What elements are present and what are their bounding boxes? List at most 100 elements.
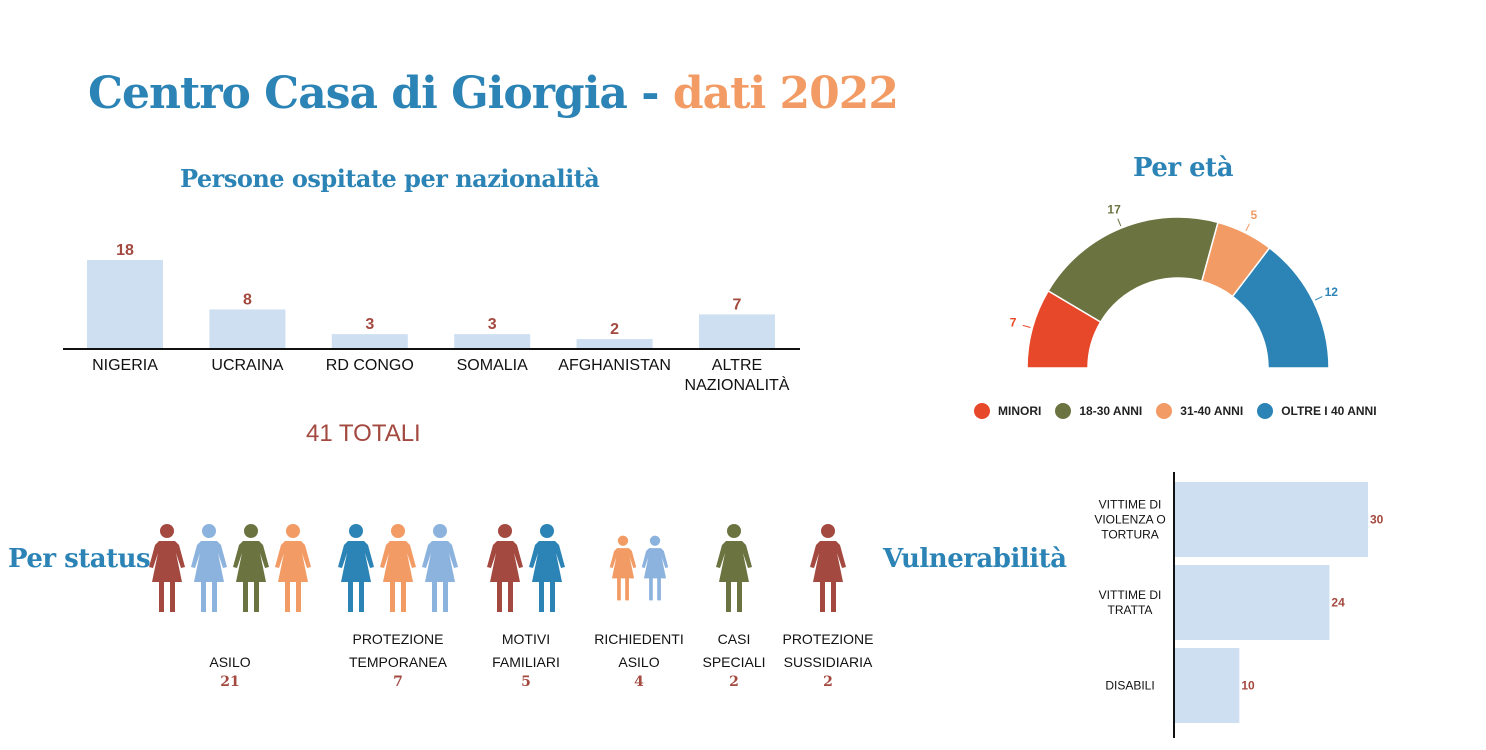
- person-icon: [275, 524, 311, 612]
- title-year: dati 2022: [672, 68, 899, 119]
- age-chart-title: Per età: [1133, 153, 1234, 183]
- person-icon: [233, 524, 269, 612]
- legend-swatch: [1257, 403, 1274, 419]
- bar-1: [209, 309, 286, 349]
- bar-value-label: 2: [610, 321, 619, 338]
- status-count: 7: [393, 674, 403, 690]
- legend-label: OLTRE I 40 ANNI: [1281, 404, 1377, 418]
- person-icon: [641, 535, 669, 601]
- vuln-value-label: 30: [1370, 513, 1384, 527]
- person-icon: [191, 524, 227, 612]
- person-icon: [380, 524, 416, 612]
- age-donut-chart: 7 17 5 12: [1010, 202, 1339, 369]
- legend-item: OLTRE I 40 ANNI: [1257, 403, 1377, 419]
- status-group: ASILO 21: [130, 522, 330, 690]
- status-group: RICHIEDENTI ASILO 4: [579, 522, 699, 690]
- legend-swatch: [974, 403, 990, 419]
- legend-label: MINORI: [998, 404, 1042, 418]
- person-icon: [810, 524, 846, 612]
- status-figures: [715, 522, 753, 614]
- vuln-category-label: VITTIME DI: [1099, 588, 1162, 602]
- totals-label: 41 TOTALI: [306, 420, 421, 447]
- slice-value-label: 7: [1010, 316, 1017, 330]
- vuln-bar-1: [1175, 565, 1330, 640]
- status-group: PROTEZIONE TEMPORANEA 7: [318, 522, 478, 690]
- bar-5: [699, 314, 775, 349]
- category-label: AFGHANISTAN: [558, 357, 671, 374]
- category-label: UCRAINA: [211, 357, 283, 374]
- title-separator: -: [641, 68, 659, 119]
- status-figures: [486, 522, 566, 614]
- status-label: PROTEZIONE SUSSIDIARIA: [782, 631, 874, 670]
- vuln-category-label: VITTIME DI: [1099, 498, 1162, 512]
- bar-value-label: 3: [365, 316, 374, 333]
- category-label: RD CONGO: [326, 357, 414, 374]
- person-icon: [149, 524, 185, 612]
- person-icon: [716, 524, 752, 612]
- nationality-chart-title: Persone ospitate per nazionalità: [180, 164, 600, 193]
- legend-item: 31-40 ANNI: [1156, 403, 1243, 419]
- page-title: Centro Casa di Giorgia - dati 2022: [88, 66, 899, 122]
- status-label: ASILO: [209, 654, 251, 670]
- person-icon: [609, 535, 637, 601]
- person-icon: [338, 524, 374, 612]
- slice-value-label: 5: [1251, 208, 1258, 222]
- bar-4: [576, 339, 653, 349]
- slice-leader-line: [1022, 324, 1031, 328]
- title-main: Centro Casa di Giorgia: [88, 68, 628, 119]
- bar-value-label: 8: [243, 291, 252, 308]
- status-count: 5: [521, 674, 531, 690]
- legend-item: 18-30 ANNI: [1055, 403, 1142, 419]
- person-icon: [487, 524, 523, 612]
- slice-leader-line: [1117, 218, 1122, 227]
- donut-slice-3: [1231, 246, 1330, 369]
- status-label: RICHIEDENTI ASILO: [594, 631, 684, 670]
- legend-swatch: [1156, 403, 1173, 419]
- vuln-bar-2: [1175, 648, 1240, 723]
- bar-value-label: 18: [116, 242, 134, 259]
- status-count: 4: [634, 674, 644, 690]
- status-count: 2: [729, 674, 739, 690]
- vuln-category-label: DISABILI: [1105, 679, 1154, 693]
- slice-leader-line: [1245, 223, 1250, 232]
- vuln-category-label: TORTURA: [1101, 528, 1159, 542]
- vuln-category-label: VIOLENZA O: [1094, 513, 1165, 527]
- slice-leader-line: [1314, 296, 1323, 301]
- bar-3: [454, 334, 531, 349]
- bar-2: [331, 334, 408, 349]
- bar-0: [87, 260, 163, 349]
- vulnerability-chart-title: Vulnerabilità: [883, 544, 1067, 574]
- bar-value-label: 3: [488, 316, 497, 333]
- bar-value-label: 7: [733, 296, 742, 313]
- status-figures: [148, 522, 312, 614]
- legend-label: 18-30 ANNI: [1079, 404, 1143, 418]
- vuln-value-label: 24: [1331, 596, 1345, 610]
- status-label: MOTIVI FAMILIARI: [492, 631, 560, 670]
- category-label: ALTRE: [712, 357, 762, 374]
- status-count: 21: [220, 674, 240, 690]
- status-group: CASI SPECIALI 2: [694, 522, 774, 690]
- vuln-category-label: TRATTA: [1108, 603, 1153, 617]
- donut-slice-1: [1047, 216, 1219, 324]
- legend-swatch: [1055, 403, 1072, 419]
- nationality-bar-chart: 18 NIGERIA 8 UCRAINA 3 RD CONGO 3 SOMALIA 2 AFGHA…: [63, 242, 800, 394]
- category-label: NAZIONALITÀ: [685, 375, 790, 394]
- slice-value-label: 12: [1325, 285, 1339, 299]
- status-figures: [337, 522, 459, 614]
- status-group: PROTEZIONE SUSSIDIARIA 2: [773, 522, 883, 690]
- category-label: NIGERIA: [92, 357, 158, 374]
- person-icon: [529, 524, 565, 612]
- status-label: PROTEZIONE TEMPORANEA: [348, 631, 447, 670]
- vuln-bar-0: [1175, 482, 1368, 557]
- legend-item: MINORI: [974, 403, 1041, 419]
- status-count: 2: [823, 674, 833, 690]
- status-group: MOTIVI FAMILIARI 5: [471, 522, 581, 690]
- status-title: Per status: [8, 544, 151, 574]
- vuln-value-label: 10: [1241, 679, 1255, 693]
- category-label: SOMALIA: [457, 357, 528, 374]
- status-figures: [609, 522, 669, 614]
- person-icon: [422, 524, 458, 612]
- slice-value-label: 17: [1107, 202, 1121, 216]
- age-legend: MINORI 18-30 ANNI 31-40 ANNI OLTRE I 40 ANN…: [974, 402, 1377, 420]
